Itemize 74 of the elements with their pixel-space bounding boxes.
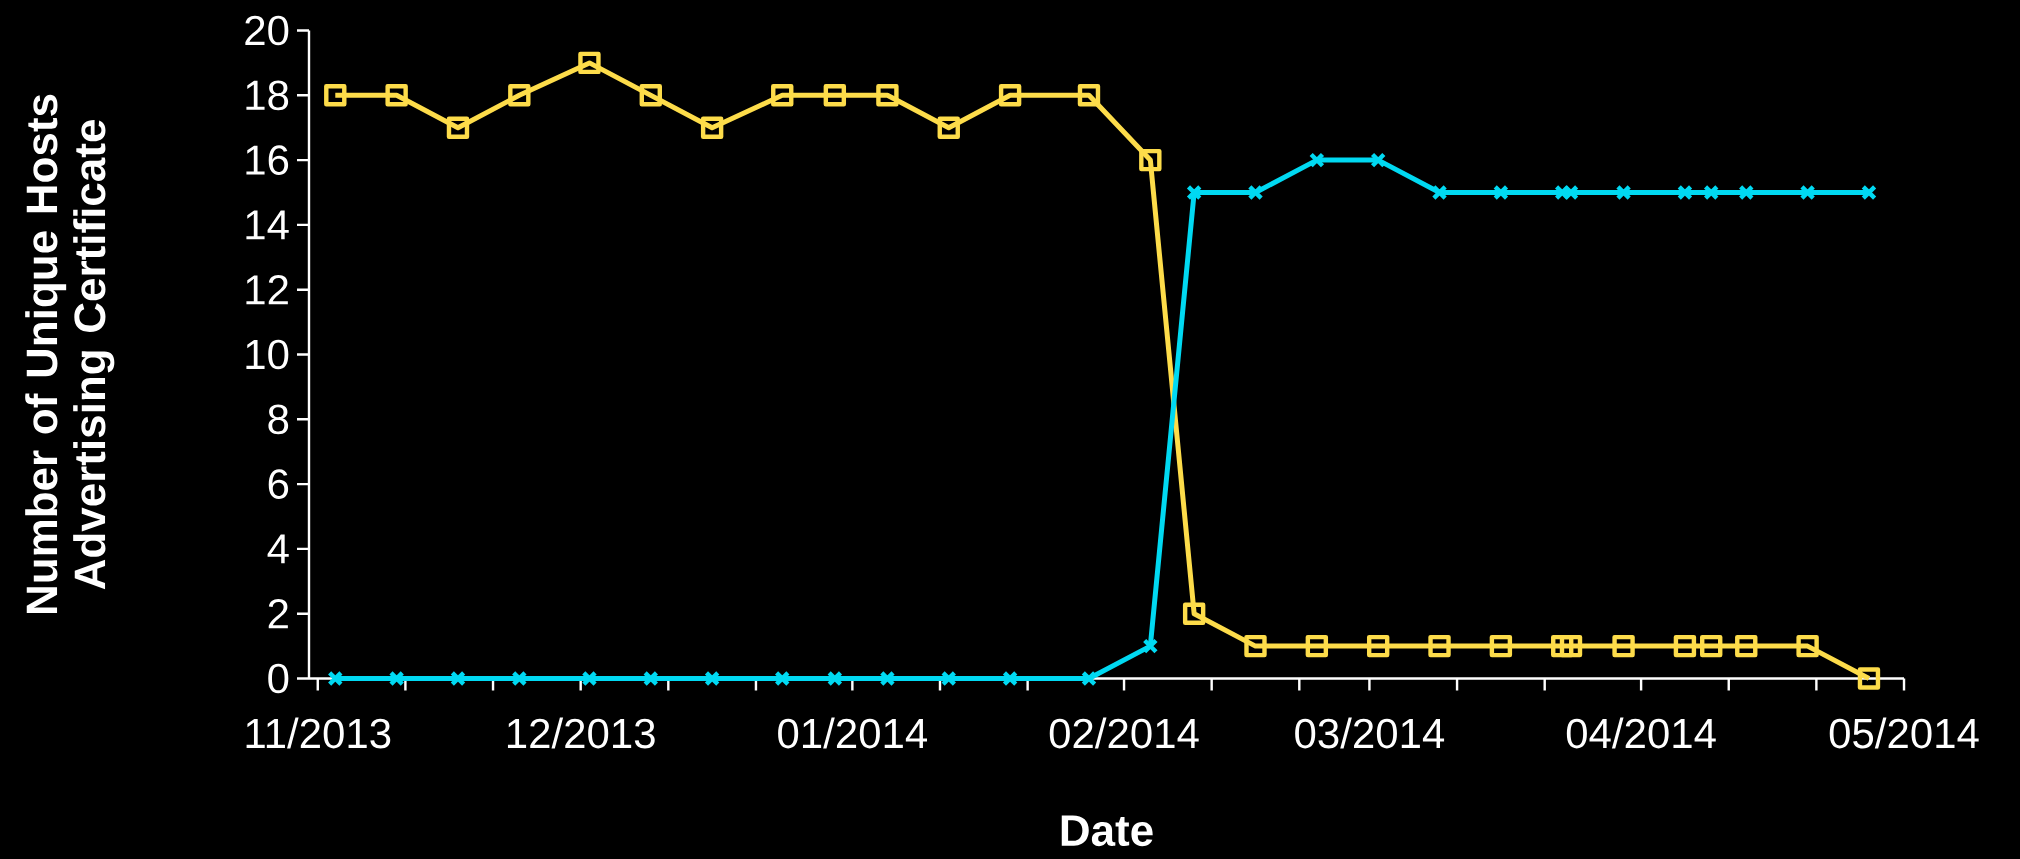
point xyxy=(446,116,470,139)
x-tick-label: 11/2013 xyxy=(246,717,391,749)
point xyxy=(823,84,847,107)
point xyxy=(1799,184,1816,201)
y-axis-title: Number of Unique Hosts Advertising Certificate xyxy=(25,94,115,614)
point xyxy=(1703,184,1720,201)
point xyxy=(385,84,408,107)
point xyxy=(581,670,598,687)
x-tick-label: 03/2014 xyxy=(1295,717,1445,749)
point xyxy=(450,670,466,687)
x-tick-label: 02/2014 xyxy=(1049,717,1199,749)
point xyxy=(774,670,791,687)
point xyxy=(1142,638,1159,654)
point xyxy=(704,670,720,687)
point xyxy=(324,84,347,107)
point xyxy=(1139,148,1162,172)
point xyxy=(1247,184,1264,201)
point xyxy=(1428,634,1451,658)
point xyxy=(1673,634,1697,658)
point xyxy=(879,670,896,687)
x-tick-label: 01/2014 xyxy=(778,717,928,749)
y-tick-label: 0 xyxy=(268,663,289,694)
point xyxy=(1559,634,1583,658)
point xyxy=(1493,184,1509,201)
point xyxy=(642,670,659,687)
x-tick-label: 04/2014 xyxy=(1566,717,1716,749)
y-tick-label: 4 xyxy=(267,534,289,564)
y-tick-label: 6 xyxy=(268,469,289,499)
y-tick-label: 10 xyxy=(246,339,289,370)
y-tick-label: 16 xyxy=(246,145,289,175)
point xyxy=(1081,670,1097,687)
y-tick-label: 14 xyxy=(246,210,289,240)
point xyxy=(1182,602,1206,625)
point xyxy=(1370,152,1387,168)
point xyxy=(511,670,528,687)
point xyxy=(1700,634,1723,658)
point xyxy=(388,670,405,687)
point xyxy=(937,116,960,139)
point xyxy=(508,84,531,107)
point xyxy=(771,84,794,107)
point xyxy=(1677,184,1693,201)
point xyxy=(1615,184,1632,201)
x-axis-title: Date xyxy=(1061,815,1153,847)
point xyxy=(1861,184,1877,201)
point xyxy=(1002,670,1018,687)
y-tick-label: 18 xyxy=(246,80,289,111)
point xyxy=(1077,84,1101,107)
point xyxy=(1857,667,1881,690)
point xyxy=(1366,634,1390,658)
point xyxy=(876,84,899,107)
y-tick-label: 2 xyxy=(268,599,288,629)
point xyxy=(700,116,724,139)
x-tick-label: 12/2013 xyxy=(507,717,655,749)
point xyxy=(1738,184,1755,201)
point xyxy=(1735,634,1758,658)
y-tick-label: 20 xyxy=(245,15,289,46)
point xyxy=(639,84,662,107)
point xyxy=(1308,152,1325,168)
point xyxy=(327,670,344,687)
point xyxy=(1431,184,1448,201)
point xyxy=(1489,634,1513,658)
point xyxy=(1796,634,1819,658)
point xyxy=(998,84,1022,107)
point xyxy=(1551,634,1574,658)
point xyxy=(826,670,843,687)
point xyxy=(578,51,601,75)
point xyxy=(1612,634,1635,658)
point xyxy=(1186,184,1202,201)
point xyxy=(1305,634,1329,658)
y-tick-label: 12 xyxy=(246,275,288,305)
x-tick-label: 05/2014 xyxy=(1829,717,1979,749)
point xyxy=(1244,634,1267,658)
point xyxy=(940,670,957,687)
y-tick-label: 8 xyxy=(268,404,289,435)
